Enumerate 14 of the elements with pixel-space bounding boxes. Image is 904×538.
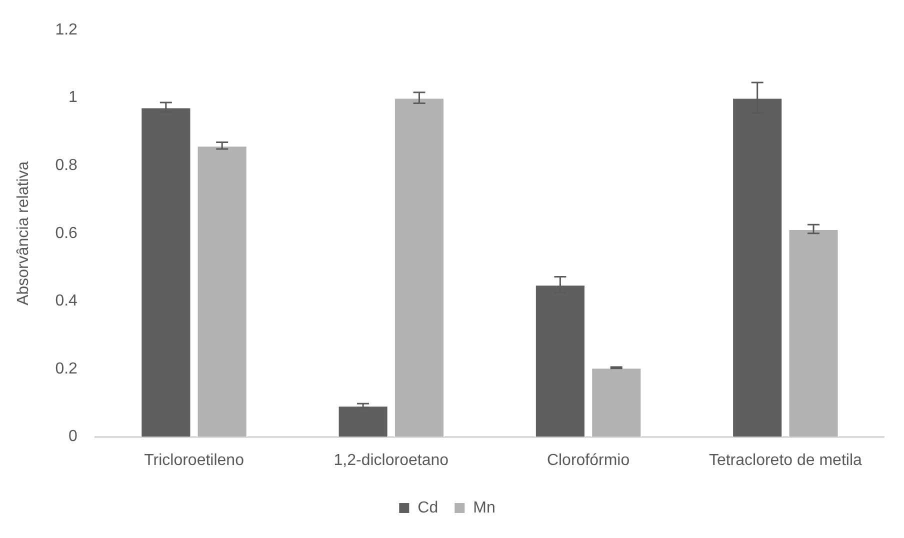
y-tick-label: 1.2 <box>55 21 78 38</box>
legend-label: Mn <box>473 499 496 516</box>
legend-label: Cd <box>418 499 438 516</box>
y-tick-label: 0.2 <box>55 360 78 378</box>
y-tick-label: 0.8 <box>55 157 78 174</box>
y-tick-label: 1 <box>68 89 78 106</box>
y-tick-label: 0.4 <box>55 292 78 310</box>
x-tick-label: 1,2-dicloroetano <box>334 452 449 469</box>
x-tick-label: Tricloroetileno <box>144 452 244 469</box>
x-tick-label: Tetracloreto de metila <box>708 452 862 469</box>
y-axis-title: Absorvância relativa <box>15 161 32 306</box>
y-tick-label: 0.6 <box>55 224 78 242</box>
x-tick-label: Clorofórmio <box>546 452 630 469</box>
y-tick-label: 0 <box>68 428 78 446</box>
